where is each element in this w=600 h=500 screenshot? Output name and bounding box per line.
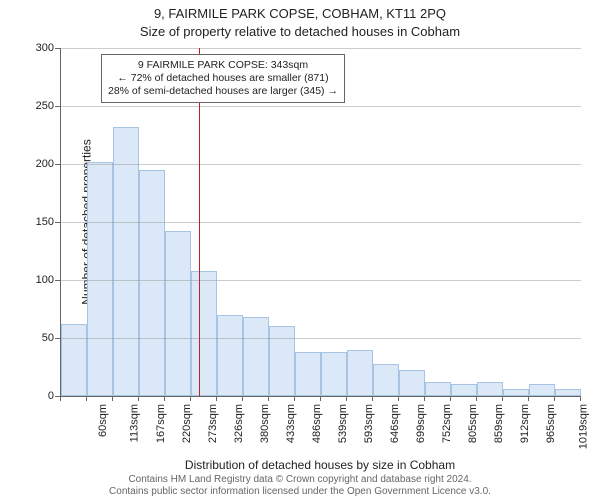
x-tick-label: 60sqm — [97, 404, 109, 437]
chart-title-sub: Size of property relative to detached ho… — [0, 24, 600, 39]
x-tick-mark — [320, 396, 321, 401]
x-tick-mark — [580, 396, 581, 401]
x-tick-mark — [112, 396, 113, 401]
x-tick-label: 486sqm — [311, 404, 323, 443]
x-tick-mark — [554, 396, 555, 401]
x-tick-mark — [86, 396, 87, 401]
x-tick-mark — [528, 396, 529, 401]
annotation-line-1: 9 FAIRMILE PARK COPSE: 343sqm — [108, 59, 338, 72]
y-tick-label: 300 — [14, 42, 54, 54]
histogram-bar — [477, 382, 503, 396]
grid-line — [61, 164, 581, 165]
x-tick-mark — [242, 396, 243, 401]
histogram-bar — [139, 170, 165, 396]
histogram-bar — [113, 127, 139, 396]
grid-line — [61, 338, 581, 339]
x-tick-mark — [502, 396, 503, 401]
x-tick-mark — [164, 396, 165, 401]
y-tick-label: 50 — [14, 332, 54, 344]
x-tick-mark — [346, 396, 347, 401]
footer-attribution: Contains HM Land Registry data © Crown c… — [0, 474, 600, 498]
footer-line-2: Contains public sector information licen… — [0, 486, 600, 498]
x-axis-label: Distribution of detached houses by size … — [60, 458, 580, 472]
y-tick-mark — [55, 280, 60, 281]
histogram-bar — [87, 162, 113, 396]
histogram-bar — [243, 317, 269, 396]
y-tick-mark — [55, 106, 60, 107]
footer-line-1: Contains HM Land Registry data © Crown c… — [0, 474, 600, 486]
histogram-bar — [321, 352, 347, 396]
histogram-bar — [191, 271, 217, 396]
y-tick-label: 250 — [14, 100, 54, 112]
x-tick-label: 646sqm — [389, 404, 401, 443]
y-tick-label: 200 — [14, 158, 54, 170]
histogram-bar — [373, 364, 399, 396]
plot-area: 9 FAIRMILE PARK COPSE: 343sqm ← 72% of d… — [60, 48, 581, 397]
x-tick-mark — [60, 396, 61, 401]
x-tick-label: 433sqm — [285, 404, 297, 443]
x-tick-label: 912sqm — [519, 404, 531, 443]
annotation-box: 9 FAIRMILE PARK COPSE: 343sqm ← 72% of d… — [101, 54, 345, 103]
histogram-bar — [529, 384, 555, 396]
x-tick-mark — [424, 396, 425, 401]
y-tick-label: 0 — [14, 390, 54, 402]
x-tick-mark — [190, 396, 191, 401]
x-tick-label: 539sqm — [337, 404, 349, 443]
x-tick-mark — [268, 396, 269, 401]
grid-line — [61, 280, 581, 281]
annotation-line-3: 28% of semi-detached houses are larger (… — [108, 85, 338, 98]
x-tick-label: 380sqm — [259, 404, 271, 443]
histogram-bar — [503, 389, 529, 396]
x-tick-label: 273sqm — [207, 404, 219, 443]
histogram-bar — [165, 231, 191, 396]
x-tick-mark — [450, 396, 451, 401]
histogram-bar — [451, 384, 477, 396]
x-tick-label: 593sqm — [363, 404, 375, 443]
histogram-bar — [269, 326, 295, 396]
histogram-bar — [61, 324, 87, 396]
x-tick-mark — [476, 396, 477, 401]
histogram-chart: 9, FAIRMILE PARK COPSE, COBHAM, KT11 2PQ… — [0, 0, 600, 500]
grid-line — [61, 222, 581, 223]
x-tick-mark — [398, 396, 399, 401]
x-tick-label: 699sqm — [415, 404, 427, 443]
x-tick-mark — [372, 396, 373, 401]
histogram-bar — [295, 352, 321, 396]
chart-title-main: 9, FAIRMILE PARK COPSE, COBHAM, KT11 2PQ — [0, 6, 600, 21]
y-tick-mark — [55, 222, 60, 223]
x-tick-label: 220sqm — [181, 404, 193, 443]
x-tick-label: 752sqm — [441, 404, 453, 443]
x-tick-label: 1019sqm — [577, 404, 589, 449]
x-tick-label: 805sqm — [467, 404, 479, 443]
histogram-bar — [399, 370, 425, 396]
x-tick-label: 859sqm — [493, 404, 505, 443]
x-tick-mark — [216, 396, 217, 401]
histogram-bar — [217, 315, 243, 396]
grid-line — [61, 48, 581, 49]
histogram-bar — [425, 382, 451, 396]
y-tick-label: 100 — [14, 274, 54, 286]
y-tick-mark — [55, 338, 60, 339]
x-tick-label: 113sqm — [128, 404, 140, 442]
y-tick-label: 150 — [14, 216, 54, 228]
y-tick-mark — [55, 48, 60, 49]
x-tick-label: 326sqm — [233, 404, 245, 443]
grid-line — [61, 106, 581, 107]
annotation-line-2: ← 72% of detached houses are smaller (87… — [108, 72, 338, 85]
x-tick-mark — [138, 396, 139, 401]
x-tick-mark — [294, 396, 295, 401]
x-tick-label: 167sqm — [155, 404, 167, 443]
x-tick-label: 965sqm — [545, 404, 557, 443]
histogram-bar — [555, 389, 581, 396]
y-tick-mark — [55, 164, 60, 165]
histogram-bar — [347, 350, 373, 396]
